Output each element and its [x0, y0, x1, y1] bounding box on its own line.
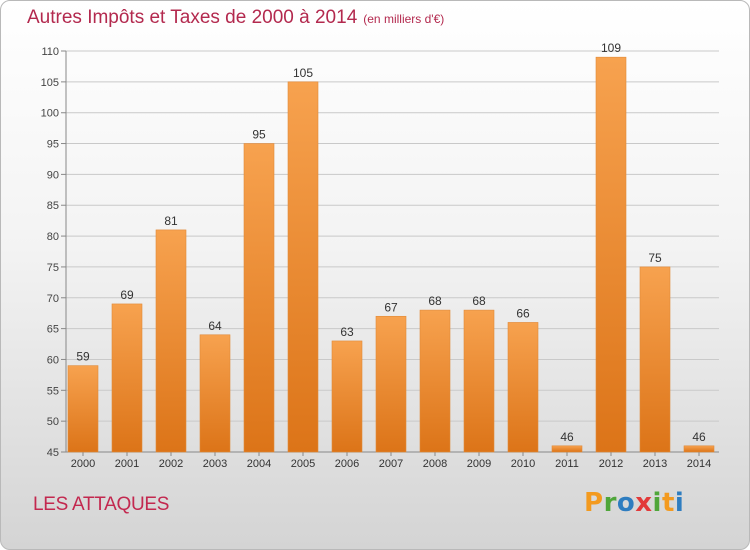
- data-label-2005: 105: [293, 66, 313, 80]
- logo-letter: o: [616, 488, 636, 518]
- bar-2001: [111, 303, 143, 453]
- bar-2000: [67, 365, 99, 453]
- chart-title-text: Autres Impôts et Taxes de 2000 à 2014: [27, 7, 358, 28]
- y-tick-label: 70: [47, 293, 59, 305]
- bar-2009: [463, 309, 495, 453]
- x-tick-label-2003: 2003: [203, 458, 227, 470]
- bar-2012: [595, 56, 627, 453]
- data-labels: 59 69 81 64 95 105 63 67 68 68 66 46 109 75 46: [76, 41, 706, 444]
- y-tick-label: 60: [47, 354, 59, 366]
- y-tick-label: 110: [41, 46, 59, 58]
- x-tick-label-2009: 2009: [467, 458, 491, 470]
- logo-letter: i: [674, 488, 685, 518]
- bar-2003: [199, 334, 231, 453]
- data-label-2000: 59: [76, 350, 90, 364]
- x-tick-label-2001: 2001: [115, 458, 139, 470]
- data-label-2006: 63: [340, 325, 354, 339]
- data-label-2014: 46: [692, 430, 706, 444]
- data-label-2011: 46: [560, 430, 574, 444]
- data-label-2002: 81: [164, 214, 178, 228]
- y-tick-label: 95: [47, 139, 59, 151]
- x-tick-label-2006: 2006: [335, 458, 359, 470]
- data-label-2010: 66: [516, 306, 530, 320]
- data-label-2004: 95: [252, 128, 266, 142]
- y-tick-label: 90: [47, 169, 59, 181]
- x-tick-label-2008: 2008: [423, 458, 447, 470]
- bar-2006: [331, 340, 363, 453]
- logo-letter: t: [661, 488, 675, 518]
- bars: [67, 56, 715, 453]
- x-tick-label-2011: 2011: [555, 458, 579, 470]
- x-tick-label-2002: 2002: [159, 458, 183, 470]
- logo-letter: x: [635, 488, 653, 518]
- x-tick-label-2010: 2010: [511, 458, 535, 470]
- chart-title: Autres Impôts et Taxes de 2000 à 2014 (en…: [27, 7, 444, 29]
- data-label-2008: 68: [428, 294, 442, 308]
- logo-letter: r: [603, 488, 617, 518]
- y-tick-label: 45: [47, 447, 59, 459]
- data-label-2001: 69: [120, 288, 134, 302]
- bar-2007: [375, 315, 407, 453]
- data-label-2007: 67: [384, 300, 398, 314]
- y-tick-label: 75: [47, 262, 59, 274]
- bar-2010: [507, 322, 539, 453]
- chart-unit-label: (en milliers d'€): [363, 12, 445, 26]
- bar-2004: [243, 143, 275, 453]
- x-tick-label-2000: 2000: [71, 458, 95, 470]
- bar-2013: [639, 266, 671, 453]
- logo-letter: i: [652, 488, 662, 518]
- logo-letter: P: [584, 488, 604, 518]
- x-tick-label-2014: 2014: [687, 458, 711, 470]
- x-tick-label-2013: 2013: [643, 458, 667, 470]
- bar-2011: [551, 445, 583, 453]
- y-tick-label: 100: [41, 108, 59, 120]
- x-tick-label-2005: 2005: [291, 458, 315, 470]
- bar-2005: [287, 81, 319, 453]
- bar-2014: [683, 445, 715, 453]
- data-label-2009: 68: [472, 294, 486, 308]
- x-tick-label-2012: 2012: [599, 458, 623, 470]
- y-tick-label: 65: [47, 324, 59, 336]
- y-tick-label: 105: [41, 77, 59, 89]
- y-tick-label: 80: [47, 231, 59, 243]
- x-tick-label-2007: 2007: [379, 458, 403, 470]
- bar-2002: [155, 229, 187, 453]
- x-tick-label-2004: 2004: [247, 458, 271, 470]
- y-tick-label: 85: [47, 200, 59, 212]
- bar-2008: [419, 309, 451, 453]
- city-name: LES ATTAQUES: [33, 494, 170, 515]
- data-label-2012: 109: [601, 41, 621, 55]
- y-tick-label: 50: [47, 416, 59, 428]
- data-label-2013: 75: [648, 251, 662, 265]
- data-label-2003: 64: [208, 319, 222, 333]
- proxiti-logo: Proxiti: [584, 488, 684, 518]
- y-tick-label: 55: [47, 385, 59, 397]
